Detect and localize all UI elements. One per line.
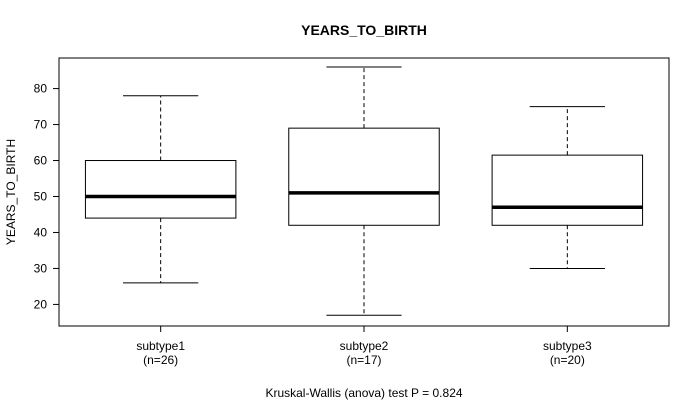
y-tick-label: 60	[34, 154, 48, 168]
box-subtype3	[491, 106, 644, 269]
boxes-group	[84, 66, 644, 316]
x-tick-label: subtype2	[340, 339, 389, 353]
box-subtype2	[288, 66, 440, 316]
y-tick-label: 40	[34, 225, 48, 239]
y-axis: 20 30 40 50 60 70 80	[34, 82, 59, 311]
box-subtype1	[84, 95, 237, 284]
y-tick-label: 50	[34, 189, 48, 203]
x-axis-labels: subtype1(n=26) subtype2(n=17) subtype3(n=2…	[136, 326, 592, 367]
y-tick-label: 70	[34, 118, 48, 132]
iqr-box	[491, 154, 644, 226]
x-tick-count-label: (n=20)	[550, 353, 585, 367]
x-tick-label: subtype3	[543, 339, 592, 353]
x-tick-count-label: (n=17)	[346, 353, 381, 367]
iqr-box	[84, 160, 237, 219]
test-footnote: Kruskal-Wallis (anova) test P = 0.824	[265, 386, 462, 400]
iqr-box	[288, 127, 440, 226]
x-tick-label: subtype1	[136, 339, 185, 353]
y-tick-label: 30	[34, 261, 48, 275]
chart-title: YEARS_TO_BIRTH	[301, 22, 427, 38]
y-axis-label: YEARS_TO_BIRTH	[4, 139, 18, 245]
x-tick-count-label: (n=26)	[143, 353, 178, 367]
y-tick-label: 20	[34, 297, 48, 311]
y-tick-label: 80	[34, 82, 48, 96]
